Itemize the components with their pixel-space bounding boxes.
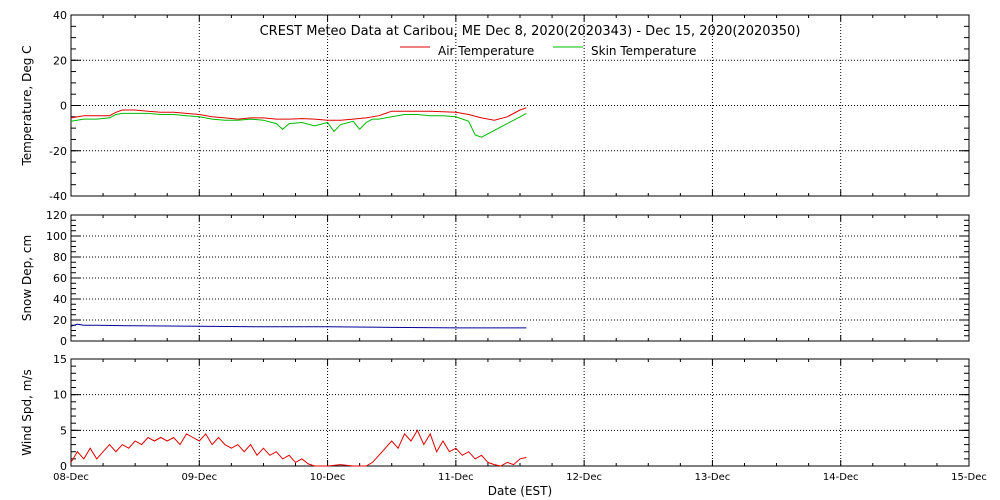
legend-label: Air Temperature xyxy=(438,44,534,58)
y-tick-label: 40 xyxy=(53,293,67,306)
y-tick-label: 0 xyxy=(60,460,67,473)
legend: Air Temperature Skin Temperature xyxy=(400,44,696,58)
y-axis-label: Temperature, Deg C xyxy=(20,45,34,166)
series-line xyxy=(70,107,527,121)
panel-1: -40 -20 0 20 40 Temperature, Deg C xyxy=(20,9,970,203)
y-tick-label: -40 xyxy=(49,190,67,203)
y-tick-label: 100 xyxy=(46,230,67,243)
x-tick-label: 10-Dec xyxy=(310,472,346,483)
panel-3: 0 5 10 15 Wind Spd, m/s 08-Dec 09-Dec 10-Dec 11-… xyxy=(20,353,987,483)
x-tick-label: 09-Dec xyxy=(181,472,217,483)
y-axis-label: Wind Spd, m/s xyxy=(20,369,34,455)
x-tick-label: 08-Dec xyxy=(53,472,89,483)
y-tick-label: 80 xyxy=(53,251,67,264)
y-tick-label: 120 xyxy=(46,209,67,222)
x-tick-label: 14-Dec xyxy=(823,472,859,483)
y-tick-label: 0 xyxy=(60,100,67,113)
x-tick-label: 13-Dec xyxy=(695,472,731,483)
series-line xyxy=(70,429,527,467)
plot-frame xyxy=(70,358,970,467)
y-tick-label: 40 xyxy=(53,9,67,22)
x-axis-label: Date (EST) xyxy=(488,484,552,498)
plot-frame xyxy=(70,14,970,197)
y-tick-label: 20 xyxy=(53,54,67,67)
y-axis-label: Snow Dep, cm xyxy=(20,235,34,321)
x-tick-label: 12-Dec xyxy=(566,472,602,483)
legend-label: Skin Temperature xyxy=(591,44,696,58)
y-tick-label: 20 xyxy=(53,314,67,327)
y-tick-label: 60 xyxy=(53,272,67,285)
y-tick-label: 15 xyxy=(53,353,67,366)
x-tick-label: 11-Dec xyxy=(438,472,474,483)
y-tick-label: 10 xyxy=(53,389,67,402)
y-tick-label: 5 xyxy=(60,424,67,437)
x-tick-label: 15-Dec xyxy=(951,472,987,483)
series-line xyxy=(70,323,527,329)
series-line xyxy=(70,112,527,138)
chart-panels: -40 -20 0 20 40 Temperature, Deg C 0 20 40 60 80 10… xyxy=(20,9,987,483)
panel-2: 0 20 40 60 80 100 120 Snow Dep, cm xyxy=(20,209,970,348)
plot-frame xyxy=(70,214,970,342)
chart-title: CREST Meteo Data at Caribou, ME Dec 8, 2… xyxy=(260,24,801,39)
y-tick-label: 0 xyxy=(60,335,67,348)
y-tick-label: -20 xyxy=(49,145,67,158)
